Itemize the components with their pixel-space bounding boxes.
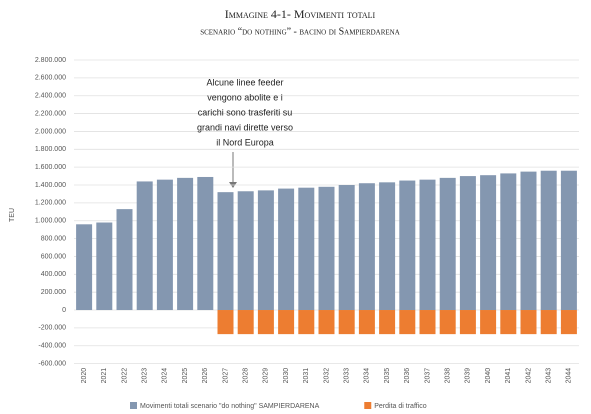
annotation: carichi sono trasferiti su <box>198 107 293 117</box>
x-tick-label: 2041 <box>505 368 512 384</box>
legend-label: Perdita di traffico <box>374 403 427 410</box>
x-tick-label: 2020 <box>81 368 88 384</box>
bar <box>399 180 416 311</box>
x-tick-label: 2022 <box>121 368 128 384</box>
y-tick-label: 2.800.000 <box>35 57 66 64</box>
x-tick-label: 2024 <box>162 368 169 384</box>
x-tick-label: 2044 <box>566 368 573 384</box>
x-tick-label: 2039 <box>465 368 472 384</box>
bar <box>136 181 153 311</box>
y-axis-label: TEU <box>9 208 16 222</box>
annotation: il Nord Europa <box>216 137 274 147</box>
bar <box>560 170 577 311</box>
y-tick-label: 400.000 <box>41 271 66 278</box>
bar <box>459 176 476 311</box>
bar <box>399 310 416 335</box>
y-tick-label: 1.000.000 <box>35 218 66 225</box>
x-tick-label: 2030 <box>283 368 290 384</box>
bar <box>177 177 194 311</box>
y-tick-label: 800.000 <box>41 235 66 242</box>
x-tick-label: 2042 <box>525 368 532 384</box>
x-tick-label: 2029 <box>263 368 270 384</box>
bar <box>76 224 93 311</box>
y-tick-label: 600.000 <box>41 253 66 260</box>
bar <box>520 310 537 335</box>
bar <box>257 310 274 335</box>
bar <box>257 190 274 311</box>
x-tick-label: 2043 <box>546 368 553 384</box>
bar <box>318 310 335 335</box>
x-tick-label: 2034 <box>364 368 371 384</box>
chart-subtitle: scenario “do nothing” - bacino di Sampie… <box>200 26 400 37</box>
bar <box>298 310 315 335</box>
bar <box>358 310 375 335</box>
x-tick-label: 2026 <box>202 368 209 384</box>
bar <box>419 179 436 311</box>
bar <box>358 183 375 311</box>
y-tick-label: 1.800.000 <box>35 146 66 153</box>
bar <box>439 177 456 311</box>
x-tick-label: 2025 <box>182 368 189 384</box>
bar <box>480 310 497 335</box>
x-tick-label: 2021 <box>101 368 108 384</box>
x-tick-label: 2031 <box>303 368 310 384</box>
annotation: grandi navi dirette verso <box>197 122 293 132</box>
bar <box>338 185 355 311</box>
y-tick-label: 2.200.000 <box>35 110 66 117</box>
chart-title: Immagine 4-1- Movimenti totali <box>225 7 376 21</box>
x-tick-label: 2037 <box>424 368 431 384</box>
bar <box>278 188 295 311</box>
x-tick-label: 2028 <box>243 368 250 384</box>
bar <box>338 310 355 335</box>
bar <box>419 310 436 335</box>
y-tick-label: 1.600.000 <box>35 164 66 171</box>
bar <box>116 209 133 311</box>
x-tick-label: 2040 <box>485 368 492 384</box>
bar <box>217 192 234 311</box>
bar <box>459 310 476 335</box>
y-tick-label: 200.000 <box>41 289 66 296</box>
bar <box>439 310 456 335</box>
bar <box>480 175 497 311</box>
bar <box>318 186 335 311</box>
x-tick-label: 2033 <box>344 368 351 384</box>
bar <box>379 182 396 311</box>
y-tick-label: 2.600.000 <box>35 75 66 82</box>
legend-label: Movimenti totali scenario "do nothing" S… <box>140 403 320 410</box>
x-tick-label: 2036 <box>404 368 411 384</box>
y-tick-label: -400.000 <box>38 343 66 350</box>
annotation: vengono abolite e i <box>207 92 283 102</box>
y-tick-label: 0 <box>62 307 66 314</box>
y-tick-label: 1.400.000 <box>35 182 66 189</box>
y-tick-label: 2.400.000 <box>35 93 66 100</box>
x-tick-label: 2032 <box>323 368 330 384</box>
bar <box>540 310 557 335</box>
bar <box>237 191 254 311</box>
bar <box>197 176 214 311</box>
legend-swatch <box>364 402 372 409</box>
x-tick-label: 2027 <box>222 368 229 384</box>
y-tick-label: 1.200.000 <box>35 200 66 207</box>
bar <box>560 310 577 335</box>
bar <box>500 173 517 311</box>
bar <box>217 310 234 335</box>
bar <box>278 310 295 335</box>
bar <box>96 222 113 311</box>
bar <box>237 310 254 335</box>
x-tick-label: 2023 <box>142 368 149 384</box>
y-tick-label: -200.000 <box>38 325 66 332</box>
bar <box>520 171 537 311</box>
bar <box>156 179 173 311</box>
bar <box>500 310 517 335</box>
x-tick-label: 2038 <box>445 368 452 384</box>
x-tick-label: 2035 <box>384 368 391 384</box>
annotation: Alcune linee feeder <box>206 77 283 87</box>
bar <box>540 170 557 311</box>
bar <box>298 187 315 311</box>
y-tick-label: -600.000 <box>38 360 66 367</box>
y-tick-label: 2.000.000 <box>35 128 66 135</box>
legend-swatch <box>130 402 137 409</box>
bar <box>379 310 396 335</box>
